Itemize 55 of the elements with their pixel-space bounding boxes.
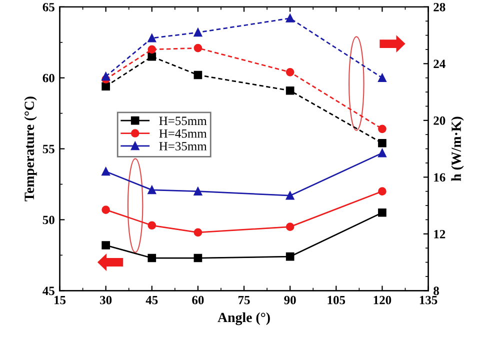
point [148,45,156,54]
point [148,186,156,194]
y2-tick-label: 12 [434,230,446,238]
point [378,138,386,148]
point [194,254,202,262]
x-tick-label: 75 [238,296,250,304]
legend-label: H=45mm [159,129,207,138]
point [378,208,386,217]
point [102,72,110,81]
x-axis-title: Angle (°) [218,312,270,326]
point [286,252,294,261]
y2-axis-title: h (W/m·K) [451,116,464,182]
point [378,187,386,196]
point [194,228,202,237]
y2-tick-label: 16 [434,173,446,182]
point [148,254,156,262]
point [194,70,202,80]
point [148,52,156,61]
x-tick-label: 105 [328,296,346,304]
point [286,68,294,76]
y2-tick-label: 24 [434,60,446,68]
y2-tick-label: 8 [434,286,439,296]
x-tick-label: 15 [54,296,66,304]
y-tick-label: 50 [42,216,54,224]
point [148,221,156,230]
point [378,74,386,82]
point [378,124,386,134]
point [102,167,110,176]
x-tick-label: 30 [100,296,112,304]
point [194,44,202,52]
point [286,222,294,231]
point [102,82,110,91]
y-axis-title: Temperature (°C) [24,96,37,202]
y-tick-label: 60 [42,74,54,82]
point [286,191,294,200]
point [194,28,202,37]
x-tick-label: 45 [146,296,158,304]
point [378,148,386,158]
legend-label: H=55mm [159,116,207,126]
y2-tick-label: 20 [434,116,446,125]
point [102,206,110,214]
x-tick-label: 120 [374,296,392,304]
point [286,14,294,22]
x-tick-label: 135 [420,296,438,304]
legend-label: H=35mm [159,142,207,150]
y2-tick-label: 28 [434,2,446,12]
y-tick-label: 45 [42,286,54,296]
x-tick-label: 90 [284,296,296,304]
point [102,241,110,250]
x-tick-label: 60 [192,296,204,304]
point [148,34,156,42]
y-tick-label: 65 [42,2,54,12]
point [194,187,202,196]
point [286,86,294,95]
y-tick-label: 55 [42,144,54,154]
